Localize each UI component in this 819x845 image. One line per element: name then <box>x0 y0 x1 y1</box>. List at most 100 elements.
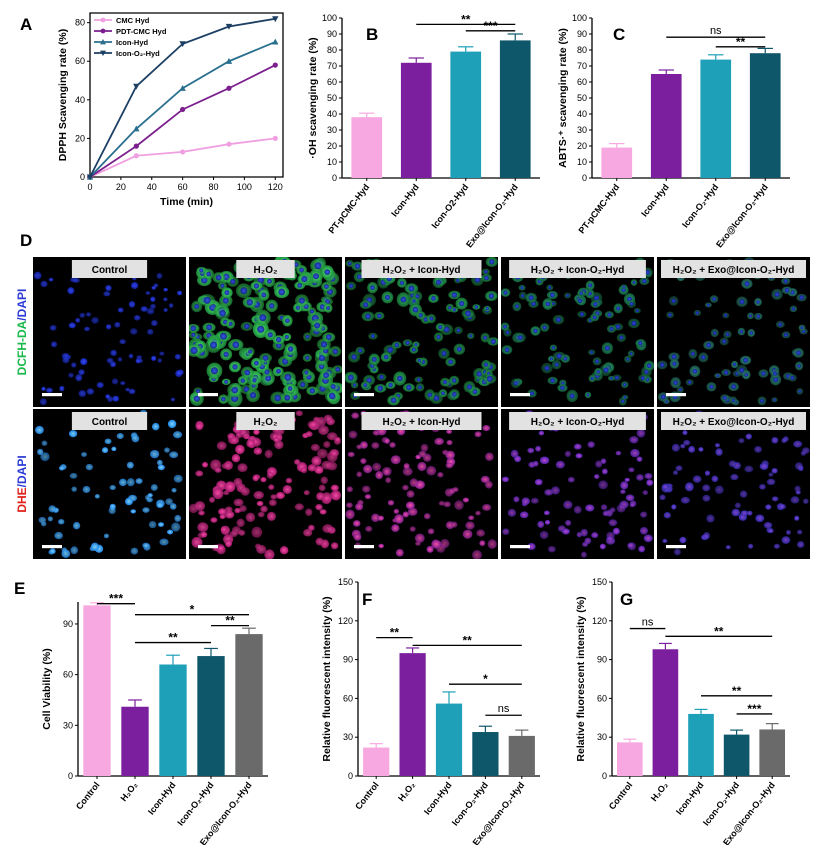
significance-label: ** <box>461 12 471 26</box>
nucleus <box>395 548 404 557</box>
nucleus <box>70 546 78 555</box>
nucleus <box>320 476 328 484</box>
nucleus <box>240 287 248 295</box>
nucleus <box>593 474 600 480</box>
bar <box>616 742 643 776</box>
nucleus <box>128 388 136 395</box>
nucleus <box>252 474 259 482</box>
nucleus <box>303 528 313 537</box>
bar <box>601 147 633 178</box>
nucleus <box>348 283 354 289</box>
nucleus <box>545 301 551 307</box>
nucleus <box>756 300 760 304</box>
nucleus <box>595 359 600 364</box>
nucleus <box>300 382 306 388</box>
nucleus <box>435 279 442 285</box>
nucleus <box>58 465 65 471</box>
nucleus <box>521 497 530 505</box>
nucleus <box>451 391 457 397</box>
nucleus <box>269 303 275 309</box>
nucleus <box>642 490 649 496</box>
nucleus <box>332 348 338 355</box>
nucleus <box>403 463 410 470</box>
x-category-label: Icon-O₂-Hyd <box>701 780 741 828</box>
y-tick-label: 90 <box>327 29 337 39</box>
data-point <box>133 153 139 159</box>
nucleus <box>452 487 459 493</box>
nucleus <box>414 342 418 347</box>
nucleus <box>45 387 53 393</box>
nucleus <box>550 378 555 383</box>
nucleus <box>596 370 601 374</box>
nucleus <box>600 504 608 511</box>
nucleus <box>678 388 682 392</box>
nucleus <box>535 445 542 452</box>
nucleus <box>640 511 648 518</box>
nucleus <box>588 318 592 322</box>
image-label: Control <box>92 265 128 276</box>
nucleus <box>438 500 445 506</box>
nucleus <box>209 341 218 349</box>
nucleus <box>375 471 384 480</box>
nucleus <box>164 447 170 453</box>
nucleus <box>629 502 635 508</box>
nucleus <box>156 272 163 279</box>
nucleus <box>390 455 401 465</box>
nucleus <box>345 509 355 520</box>
nucleus <box>482 425 491 432</box>
nucleus <box>256 500 264 507</box>
nucleus <box>103 291 111 297</box>
nucleus <box>216 441 227 451</box>
nucleus <box>790 496 800 504</box>
nucleus <box>151 320 158 327</box>
nucleus <box>352 383 357 387</box>
nucleus <box>489 259 495 265</box>
nucleus <box>797 364 801 368</box>
nucleus <box>612 527 620 535</box>
nucleus <box>599 543 606 550</box>
nucleus <box>629 436 639 444</box>
nucleus <box>565 519 572 526</box>
nucleus <box>520 286 524 290</box>
nucleus <box>475 510 481 516</box>
nucleus <box>680 496 690 504</box>
nucleus <box>534 478 543 486</box>
nucleus <box>490 338 496 345</box>
nucleus <box>786 530 791 535</box>
nucleus <box>203 296 211 304</box>
nucleus <box>431 296 436 301</box>
nucleus <box>456 328 461 333</box>
nucleus <box>624 477 630 482</box>
bar <box>700 59 732 178</box>
nucleus <box>673 380 678 386</box>
nucleus <box>781 437 787 444</box>
nucleus <box>197 522 209 533</box>
significance-label: ** <box>225 614 235 628</box>
image-label: H₂O₂ <box>254 417 278 428</box>
nucleus <box>126 478 135 487</box>
nucleus <box>573 505 582 514</box>
nucleus <box>773 543 780 549</box>
nucleus <box>320 341 328 348</box>
nucleus <box>170 397 176 402</box>
nucleus <box>264 449 273 459</box>
nucleus <box>798 389 802 393</box>
nucleus <box>81 452 88 457</box>
nucleus <box>128 353 134 359</box>
nucleus <box>202 461 209 468</box>
nucleus <box>418 313 423 318</box>
nucleus <box>268 499 277 507</box>
nucleus <box>454 500 464 510</box>
nucleus <box>300 467 308 474</box>
nucleus <box>94 494 100 499</box>
nucleus <box>285 477 293 484</box>
nucleus <box>485 306 489 311</box>
nucleus <box>549 292 555 298</box>
nucleus <box>264 549 275 559</box>
legend-label: PDT-CMC Hyd <box>116 27 167 36</box>
nucleus <box>61 549 71 558</box>
legend-marker <box>100 39 106 45</box>
y-axis-label: Relative fluorescent intensity (%) <box>575 596 587 761</box>
nucleus <box>255 448 262 454</box>
